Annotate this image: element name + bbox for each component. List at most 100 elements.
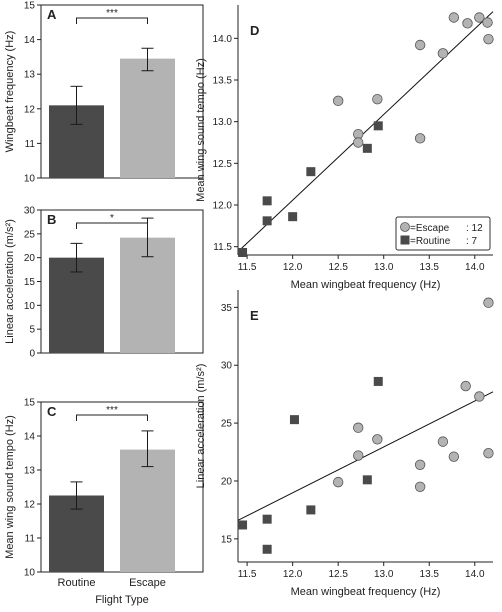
trend-line: [237, 11, 494, 253]
trend-line: [237, 391, 494, 521]
significance-bracket: [76, 414, 148, 421]
routine-point: [262, 514, 272, 524]
routine-point: [362, 475, 372, 485]
panel-c: 10 11 12 13 14 15 *** C Mean wing sound tempo (H…: [4, 398, 204, 606]
panel-letter: D: [250, 23, 259, 38]
escape-point: [414, 133, 426, 144]
escape-point: [437, 436, 449, 447]
bar-escape: [120, 58, 175, 178]
significance-label: *: [110, 213, 114, 224]
error-bar: [70, 481, 83, 510]
x-tick-label: 13.5: [420, 569, 440, 580]
routine-point: [238, 520, 248, 530]
y-tick-label: 25: [24, 229, 36, 240]
legend-escape-marker: [400, 222, 410, 232]
x-tick-label: 11.5: [238, 569, 257, 580]
routine-point: [288, 212, 298, 222]
y-tick-label: 12.5: [213, 159, 233, 170]
x-axis-label: Mean wingbeat frequency (Hz): [291, 586, 441, 598]
routine-point: [262, 216, 272, 226]
y-tick-label: 10: [24, 174, 36, 185]
escape-point: [414, 459, 426, 470]
y-tick-label: 11: [25, 534, 36, 545]
significance-label: ***: [106, 8, 118, 19]
routine-point: [362, 143, 372, 153]
routine-point: [262, 196, 272, 206]
y-tick-label: 13.5: [213, 76, 233, 87]
escape-point: [483, 448, 494, 459]
x-tick-label: 12.5: [328, 262, 348, 273]
routine-point: [306, 505, 316, 515]
legend: =Escape: 12 =Routine: 7: [395, 216, 491, 251]
routine-point: [373, 121, 383, 131]
y-axis-label: Linear acceleration (m/s²): [195, 364, 207, 489]
panel-a: 10 11 12 13 14 15 *** A Wingbeat frequency (Hz): [4, 1, 204, 185]
y-axis-label: Linear acceleration (m/s²): [4, 219, 16, 344]
escape-point: [372, 93, 383, 105]
y-tick-label: 20: [221, 476, 233, 487]
escape-point: [474, 391, 485, 402]
legend-count: : 7: [466, 236, 478, 247]
escape-point: [483, 297, 494, 308]
x-tick-label: 13.0: [374, 262, 394, 273]
y-tick-label: 10: [24, 301, 36, 312]
escape-point: [353, 137, 364, 148]
escape-point: [448, 451, 460, 462]
x-tick-label: 11.5: [238, 262, 257, 273]
x-tick-label: 12.0: [283, 262, 303, 273]
bar-routine: [49, 257, 104, 353]
y-tick-label: 12: [24, 104, 36, 115]
legend-routine-marker: [400, 235, 410, 245]
escape-point: [332, 476, 344, 488]
panel-letter: C: [47, 404, 57, 419]
x-tick-label: Escape: [129, 577, 166, 589]
y-tick-label: 30: [24, 206, 36, 217]
x-tick-label: 14.0: [465, 569, 485, 580]
escape-point: [332, 95, 344, 107]
x-tick-label: 14.0: [465, 262, 485, 273]
y-tick-label: 5: [29, 325, 35, 336]
y-tick-label: 35: [221, 303, 233, 314]
x-tick-label: 12.5: [328, 569, 348, 580]
escape-point: [437, 48, 449, 59]
escape-point: [448, 12, 460, 23]
panel-letter: E: [250, 308, 259, 323]
y-tick-label: 15: [221, 534, 233, 545]
y-tick-label: 13: [24, 466, 36, 477]
routine-point: [238, 248, 248, 257]
x-tick-label: 12.0: [283, 569, 303, 580]
y-axis-label: Mean wing sound tempo (Hz): [4, 415, 16, 559]
x-tick-label: 13.5: [420, 262, 440, 273]
bar-escape: [120, 449, 175, 572]
escape-point: [474, 12, 485, 23]
error-bar: [70, 242, 83, 273]
significance-bracket: [76, 17, 148, 24]
panel-letter: A: [47, 7, 57, 22]
escape-point: [483, 33, 494, 45]
legend-label: =Routine: [410, 236, 451, 247]
routine-point: [262, 544, 272, 554]
significance-label: ***: [106, 405, 118, 416]
y-tick-label: 12: [24, 500, 36, 511]
escape-point: [353, 450, 364, 461]
panel-b: 0 5 10 15 20 25 30 * B Linear acceleration (m/s²): [4, 206, 204, 360]
escape-point: [414, 481, 426, 492]
y-tick-label: 15: [24, 398, 36, 409]
y-axis-label: Mean wing sound tempo (Hz): [195, 58, 207, 202]
y-axis-label: Wingbeat frequency (Hz): [4, 31, 16, 153]
y-tick-label: 12.0: [213, 201, 233, 212]
x-tick-label: 13.0: [374, 569, 394, 580]
routine-point: [289, 415, 299, 425]
error-bar: [141, 47, 154, 72]
legend-count: : 12: [466, 223, 483, 234]
y-tick-label: 11.5: [213, 242, 232, 253]
x-tick-label: Routine: [58, 577, 96, 589]
escape-point: [482, 17, 493, 28]
y-tick-label: 14: [24, 432, 36, 443]
escape-point: [462, 18, 473, 29]
error-bar: [70, 85, 83, 125]
panel-d: 11.5 12.0 12.5 13.0 13.5 14.0 11.5 12.0 12.5 13.0…: [195, 5, 494, 291]
y-tick-label: 14: [24, 35, 36, 46]
y-tick-label: 30: [221, 361, 233, 372]
